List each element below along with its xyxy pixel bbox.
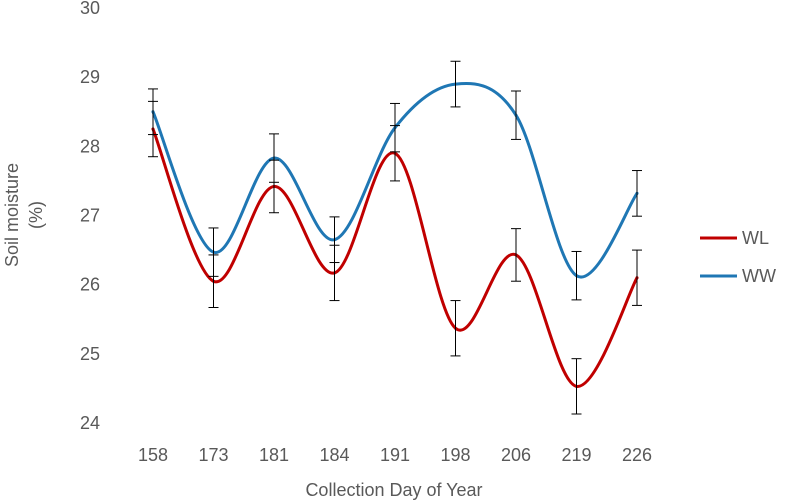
x-tick-label: 226 [622,445,652,465]
error-bar-ww [390,102,400,153]
legend-label: WL [742,228,769,248]
y-axis-title-line: Soil moisture [2,163,22,267]
error-bar-wl [632,249,642,306]
error-bar-ww [148,88,158,136]
error-bar-ww [450,60,461,108]
x-tick-label: 181 [259,445,289,465]
x-tick-label: 184 [319,445,349,465]
legend-label: WW [742,266,776,286]
error-bar-ww [571,250,582,301]
legend: WL WW [700,228,776,286]
y-axis-title-text: Soil moisture (%) [2,163,46,267]
error-bar-wl [571,358,582,415]
y-tick-label: 28 [80,136,100,156]
error-bars-layer [148,60,642,415]
error-bar-ww [208,227,219,277]
x-axis-ticks: 158 173 181 184 191 198 206 219 226 [138,445,652,465]
y-tick-label: 24 [80,413,100,433]
x-tick-label: 191 [380,445,410,465]
y-axis-title: Soil moisture (%) [2,163,46,267]
y-tick-label: 29 [80,67,100,87]
x-tick-label: 219 [561,445,591,465]
x-tick-label: 198 [440,445,470,465]
y-tick-label: 30 [80,0,100,18]
x-axis-title: Collection Day of Year [305,480,482,500]
error-bar-ww [329,216,340,264]
legend-item-ww: WW [700,266,776,286]
y-tick-label: 27 [80,206,100,226]
x-tick-label: 206 [501,445,531,465]
error-bar-ww [511,90,521,140]
error-bar-wl [450,300,461,357]
x-tick-label: 173 [198,445,228,465]
error-bar-ww [632,170,642,217]
y-tick-label: 25 [80,344,100,364]
error-bar-wl [511,228,521,282]
x-tick-label: 158 [138,445,168,465]
y-axis-ticks: 24 25 26 27 28 29 30 [80,0,100,433]
error-bar-ww [269,133,279,183]
legend-item-wl: WL [700,228,769,248]
y-axis-title-line: (%) [26,201,46,229]
y-tick-label: 26 [80,275,100,295]
series-line-ww [151,81,639,279]
